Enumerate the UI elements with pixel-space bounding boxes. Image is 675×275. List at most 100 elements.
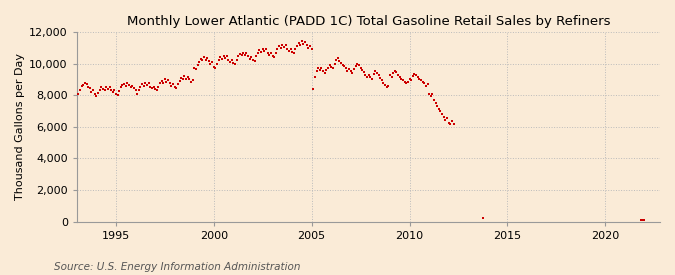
Point <box>367 76 377 81</box>
Point <box>213 58 224 63</box>
Title: Monthly Lower Atlantic (PADD 1C) Total Gasoline Retail Sales by Refiners: Monthly Lower Atlantic (PADD 1C) Total G… <box>127 15 610 28</box>
Point <box>198 55 209 59</box>
Point <box>296 39 307 44</box>
Point <box>251 54 262 59</box>
Point <box>238 50 248 55</box>
Point <box>363 72 374 77</box>
Point <box>221 54 232 59</box>
Point <box>277 42 288 47</box>
Point <box>132 91 142 96</box>
Point <box>369 72 379 76</box>
Point <box>127 84 138 88</box>
Point <box>295 42 306 47</box>
Point <box>275 46 286 50</box>
Point <box>447 119 458 123</box>
Point <box>259 49 270 53</box>
Point <box>226 58 237 63</box>
Point <box>244 57 255 61</box>
Point <box>223 57 234 62</box>
Point <box>234 52 245 56</box>
Point <box>385 73 396 78</box>
Point <box>284 49 294 53</box>
Point <box>106 87 117 92</box>
Point <box>318 69 329 74</box>
Point <box>448 122 459 126</box>
Point <box>355 65 366 70</box>
Point <box>230 62 240 67</box>
Point <box>331 58 342 63</box>
Point <box>323 65 333 70</box>
Point <box>422 82 433 86</box>
Point <box>338 63 348 67</box>
Point <box>347 71 358 75</box>
Point <box>315 68 325 72</box>
Point <box>148 84 159 89</box>
Point <box>417 79 428 84</box>
Point <box>425 94 436 98</box>
Point <box>242 54 253 59</box>
Point <box>350 64 361 68</box>
Point <box>370 69 381 74</box>
Point <box>153 84 164 89</box>
Point <box>438 115 449 120</box>
Point <box>169 84 180 89</box>
Point <box>375 76 385 80</box>
Point <box>166 84 177 88</box>
Point <box>138 84 149 88</box>
Point <box>174 79 185 83</box>
Point <box>181 76 192 81</box>
Point <box>271 50 281 55</box>
Point <box>394 75 405 79</box>
Point <box>101 84 111 89</box>
Point <box>477 216 488 220</box>
Point <box>264 53 275 57</box>
Point <box>360 72 371 77</box>
Point <box>167 82 178 86</box>
Point <box>381 85 392 89</box>
Point <box>225 60 236 64</box>
Point <box>329 61 340 66</box>
Point <box>78 83 88 87</box>
Text: Source: U.S. Energy Information Administration: Source: U.S. Energy Information Administ… <box>54 262 300 272</box>
Point <box>187 78 198 82</box>
Point <box>228 60 239 65</box>
Point <box>379 83 390 87</box>
Point <box>150 87 161 91</box>
Point <box>126 85 136 89</box>
Point <box>391 70 402 75</box>
Point <box>410 73 421 78</box>
Point <box>433 107 444 112</box>
Point <box>327 66 338 70</box>
Point <box>146 86 157 90</box>
Point <box>88 88 99 93</box>
Point <box>156 79 167 83</box>
Point <box>176 76 186 80</box>
Point <box>273 44 284 48</box>
Point <box>335 60 346 65</box>
Point <box>371 71 382 75</box>
Point <box>334 59 345 64</box>
Point <box>308 87 319 91</box>
Point <box>186 79 196 84</box>
Point <box>310 75 321 79</box>
Point <box>396 76 406 81</box>
Point <box>639 218 650 222</box>
Point <box>171 86 182 90</box>
Point <box>215 55 225 59</box>
Point <box>412 75 423 79</box>
Point <box>301 43 312 48</box>
Point <box>340 66 351 70</box>
Point <box>262 50 273 55</box>
Point <box>142 83 153 87</box>
Point <box>246 55 256 59</box>
Point <box>354 63 364 67</box>
Point <box>240 53 250 57</box>
Point <box>303 46 314 50</box>
Point <box>386 75 397 79</box>
Point <box>189 65 200 70</box>
Point <box>424 92 435 97</box>
Point <box>373 73 384 78</box>
Point <box>429 98 439 102</box>
Point <box>269 55 279 59</box>
Point <box>145 84 156 89</box>
